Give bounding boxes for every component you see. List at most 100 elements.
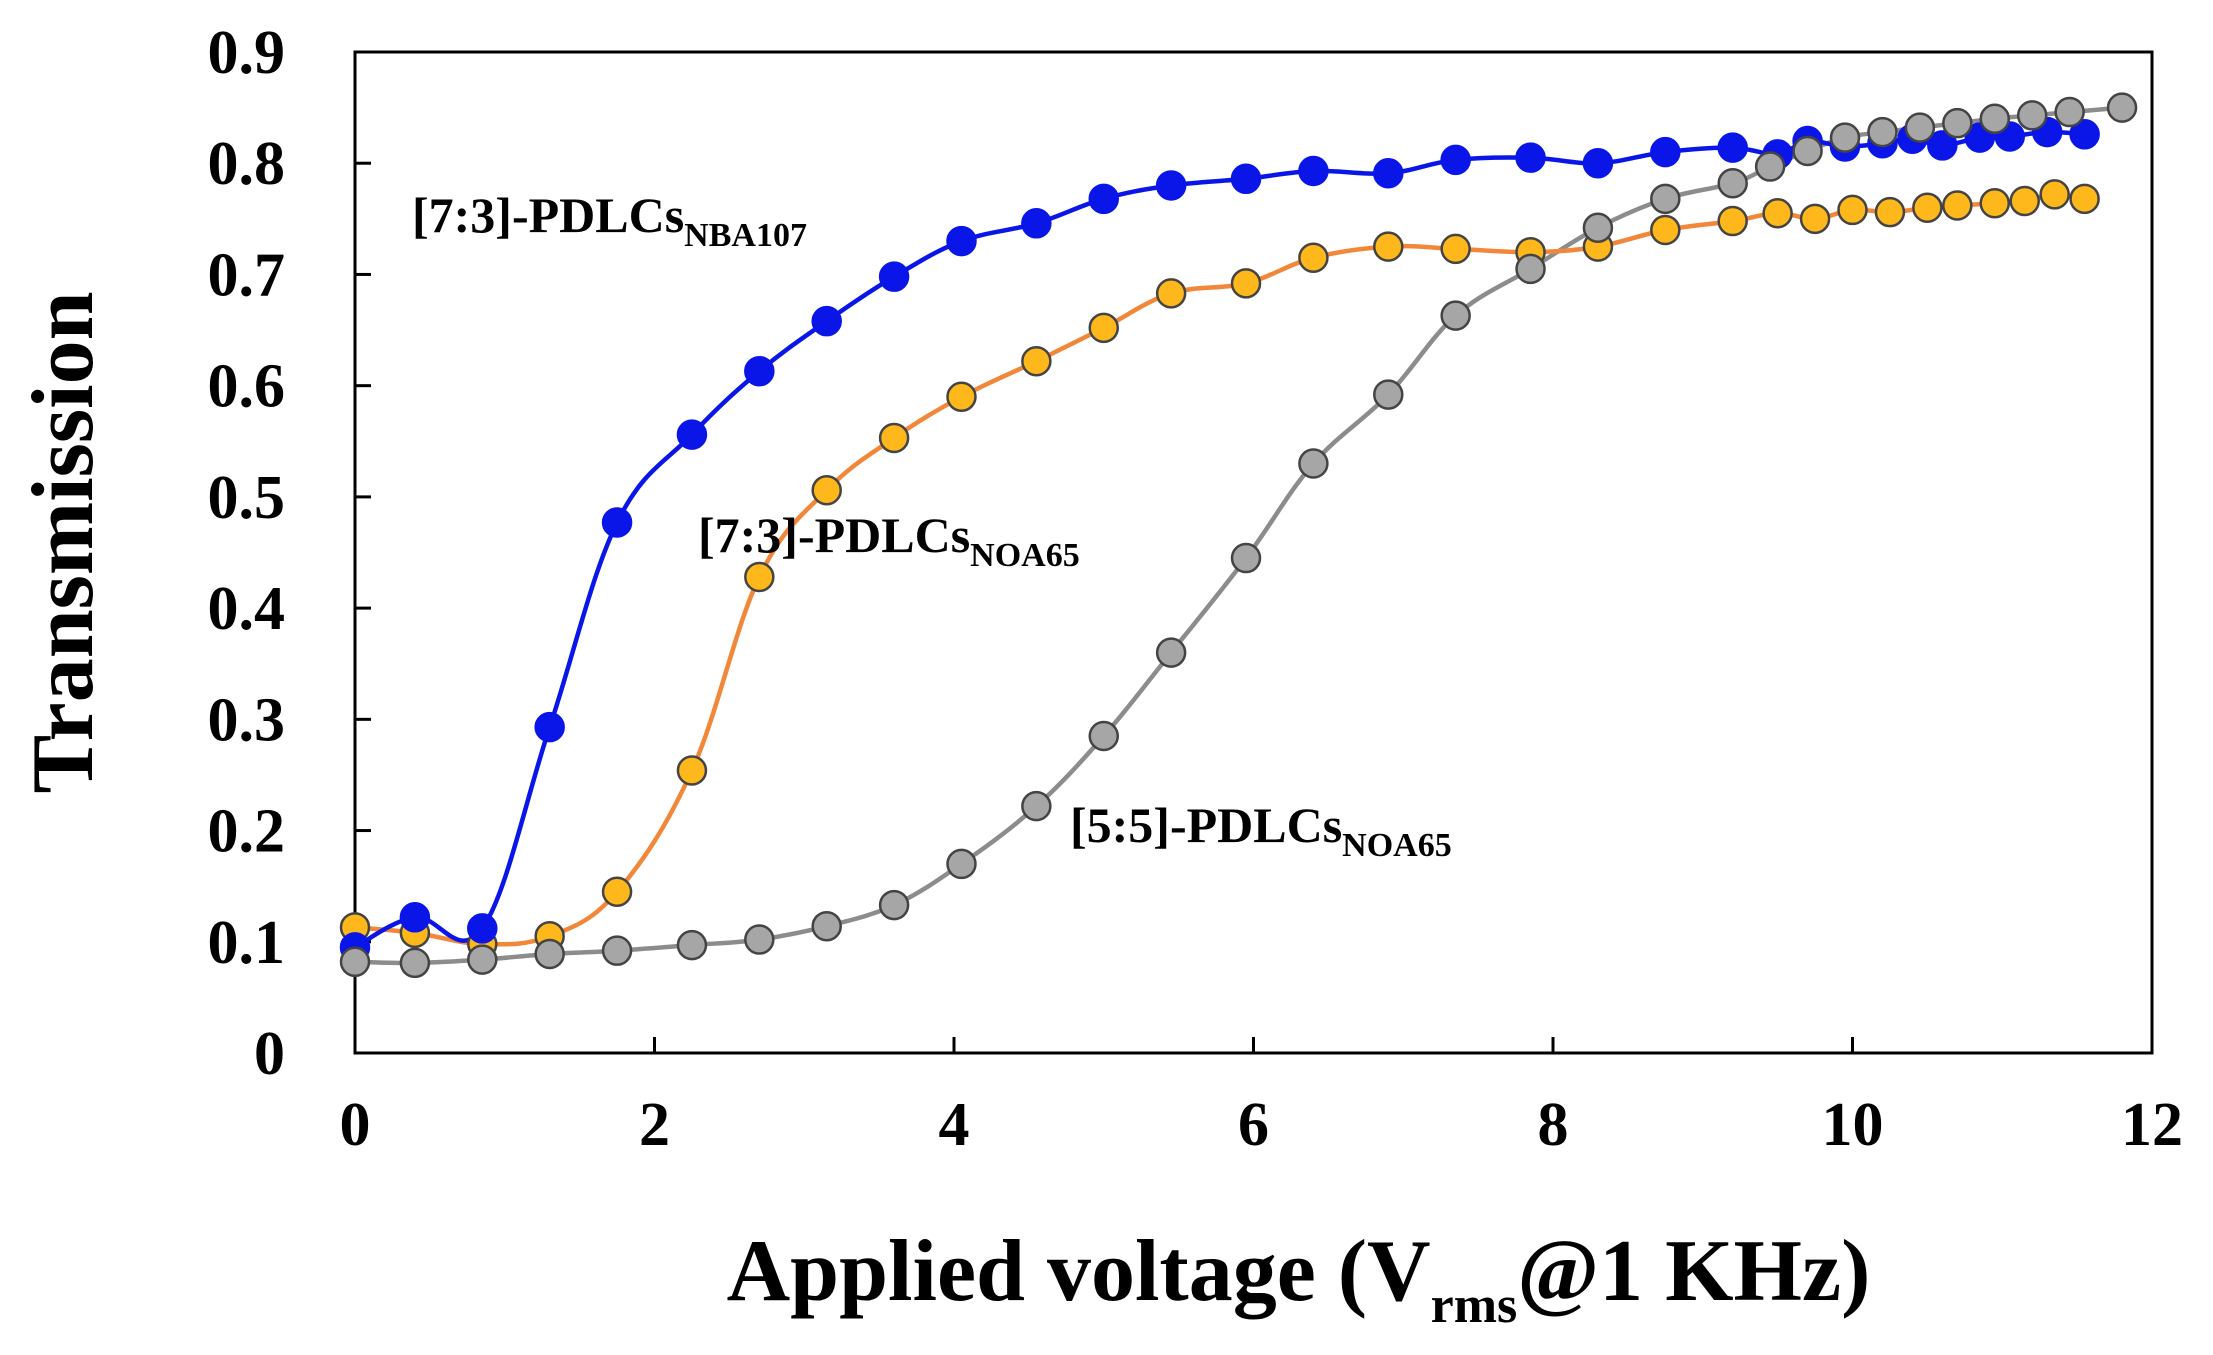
data-point xyxy=(1717,167,1748,199)
data-point xyxy=(1717,205,1748,237)
data-point xyxy=(1155,170,1187,201)
data-point xyxy=(1373,157,1404,189)
data-point xyxy=(1979,103,2011,134)
data-point xyxy=(1942,190,1973,221)
x-tick-label: 12 xyxy=(2121,1091,2183,1159)
data-point xyxy=(1230,163,1262,195)
data-point xyxy=(2069,183,2100,215)
y-tick-label: 0.9 xyxy=(208,19,286,87)
data-point xyxy=(676,755,708,786)
data-point xyxy=(2039,179,2070,210)
x-tick-label: 2 xyxy=(639,1091,670,1159)
data-point xyxy=(1021,345,1052,377)
data-point xyxy=(1829,122,1861,153)
data-point xyxy=(1650,183,1681,215)
data-point xyxy=(676,929,708,961)
data-point xyxy=(744,561,775,593)
data-point xyxy=(601,876,633,907)
data-point xyxy=(1088,183,1119,215)
data-point xyxy=(1867,116,1898,148)
data-point xyxy=(1799,203,1831,235)
data-point xyxy=(946,848,977,880)
x-tick-label: 0 xyxy=(340,1091,371,1159)
data-point xyxy=(399,947,431,979)
data-point xyxy=(1298,242,1329,274)
x-tick-label: 8 xyxy=(1538,1091,1569,1159)
series-label: [7:3]-PDLCsNBA107 xyxy=(412,187,807,254)
data-point xyxy=(1650,136,1681,168)
data-point xyxy=(878,889,910,921)
data-point xyxy=(2009,185,2040,217)
data-point xyxy=(1440,144,1471,176)
data-point xyxy=(1440,233,1471,265)
y-tick-label: 0 xyxy=(254,1020,285,1088)
data-point xyxy=(534,711,565,743)
data-point xyxy=(946,381,977,413)
data-point xyxy=(399,902,431,933)
y-tick-label: 0.2 xyxy=(208,798,286,866)
data-point xyxy=(744,355,775,387)
data-point xyxy=(2069,119,2100,150)
data-point xyxy=(1515,253,1546,285)
data-point xyxy=(1904,112,1936,143)
data-point xyxy=(1650,214,1681,246)
data-point xyxy=(1088,720,1119,752)
data-point xyxy=(1088,312,1119,344)
y-axis-title: Transmission xyxy=(15,291,112,793)
data-point xyxy=(811,474,842,506)
data-point xyxy=(1373,379,1404,410)
data-point xyxy=(1155,637,1187,668)
data-point xyxy=(1373,231,1404,262)
y-tick-label: 0.5 xyxy=(208,464,286,532)
y-tick-label: 0.7 xyxy=(208,241,286,309)
data-point xyxy=(601,507,633,538)
data-point xyxy=(1515,142,1546,173)
data-point xyxy=(1582,147,1614,179)
x-tick-label: 6 xyxy=(1238,1091,1269,1159)
data-point xyxy=(1717,132,1748,163)
data-point xyxy=(1762,198,1793,229)
series-label: [7:3]-PDLCsNOA65 xyxy=(698,507,1080,574)
x-axis-title: Applied voltage (Vrms@1 KHz) xyxy=(727,1223,1871,1334)
data-point xyxy=(601,935,633,966)
data-point xyxy=(1837,194,1868,226)
data-point xyxy=(878,422,910,454)
data-point xyxy=(811,305,842,337)
data-point xyxy=(1298,155,1329,187)
data-point xyxy=(1021,208,1052,239)
data-point xyxy=(1440,300,1471,331)
data-point xyxy=(1155,278,1187,309)
data-point xyxy=(534,938,565,970)
data-point xyxy=(467,913,498,944)
data-point xyxy=(1927,130,1958,161)
data-point xyxy=(1230,542,1262,574)
x-tick-label: 10 xyxy=(1822,1091,1884,1159)
data-point xyxy=(744,924,775,955)
data-point xyxy=(946,225,977,257)
series-markers xyxy=(339,92,2138,979)
data-point xyxy=(2106,92,2138,123)
data-point xyxy=(1979,188,2011,219)
y-tick-label: 0.8 xyxy=(208,130,286,198)
data-point xyxy=(1912,192,1943,223)
data-point xyxy=(878,261,910,292)
data-point xyxy=(1754,151,1786,182)
data-point xyxy=(1582,212,1614,243)
data-point xyxy=(467,944,498,975)
y-tick-label: 0.6 xyxy=(208,353,286,421)
data-point xyxy=(1874,196,1906,228)
data-point xyxy=(1298,448,1329,479)
data-point xyxy=(1230,268,1262,299)
data-point xyxy=(676,419,708,450)
data-point xyxy=(1021,790,1052,822)
data-point xyxy=(2054,96,2085,128)
series-label: [5:5]-PDLCsNOA65 xyxy=(1070,797,1452,864)
y-tick-label: 0.3 xyxy=(208,686,286,754)
data-point xyxy=(339,946,371,978)
axes: 0 2 4 6 8 10 12 0 0.1 0.2 0.3 0.4 0.5 0.6 0.7 0.8 0.9 xyxy=(208,19,2184,1159)
y-tick-label: 0.4 xyxy=(208,575,286,643)
x-tick-label: 4 xyxy=(939,1091,970,1159)
labels: Applied voltage (Vrms@1 KHz) Transmission… xyxy=(15,187,1870,1334)
